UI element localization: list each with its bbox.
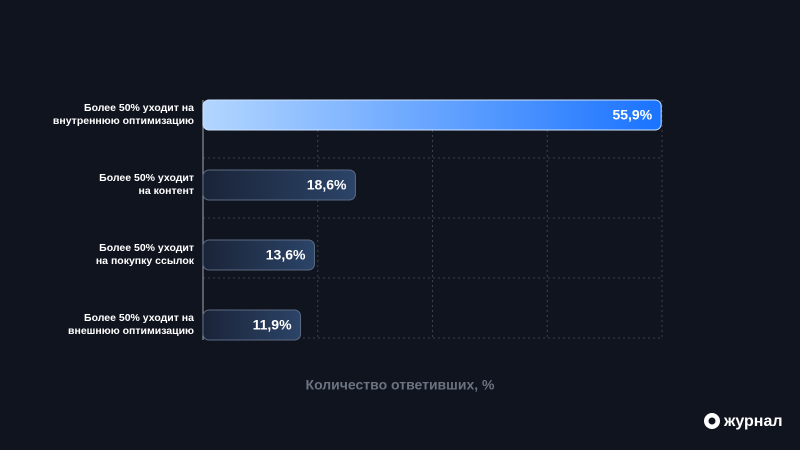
brand: журнал xyxy=(723,413,783,430)
bar xyxy=(202,239,315,271)
category-label: Более 50% уходит на покупку ссылок xyxy=(95,242,194,267)
value-label: 18,6% xyxy=(307,177,347,193)
bar xyxy=(202,169,356,201)
x-axis-label: Количество ответивших, % xyxy=(306,377,495,393)
bar xyxy=(202,309,302,341)
category-label: Более 50% уходит на внутреннюю оптимизац… xyxy=(52,102,194,127)
category-label: Более 50% уходит на внешнюю оптимизацию xyxy=(68,312,194,337)
value-label: 13,6% xyxy=(266,247,306,263)
bar xyxy=(202,99,662,131)
value-label: 11,9% xyxy=(253,317,292,333)
value-label: 55,9% xyxy=(612,107,652,123)
logo-icon-hole xyxy=(708,417,716,425)
category-label: Более 50% уходит на контент xyxy=(99,172,194,197)
